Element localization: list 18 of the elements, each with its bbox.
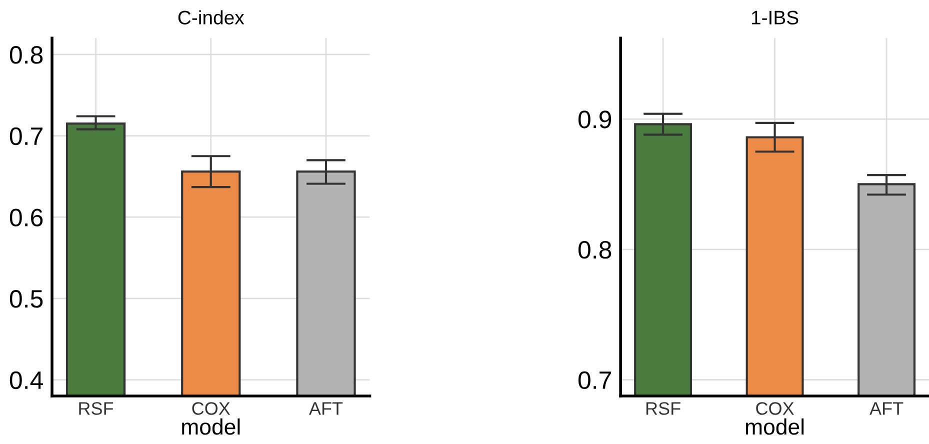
y-tick-label: 0.4 [10, 371, 43, 390]
y-tick-label: 0.7 [10, 127, 42, 146]
x-tick-label: AFT [870, 402, 904, 415]
x-tick-label: COX [756, 402, 794, 415]
x-tick-label: COX [192, 402, 230, 415]
y-tick-label: 0.7 [578, 371, 611, 390]
y-tick-label: 0.5 [10, 290, 43, 308]
chart-title: C-index [178, 10, 244, 24]
x-axis-title: model [182, 418, 240, 435]
y-tick-label: 0.6 [10, 208, 43, 226]
y-tick-label: 0.8 [10, 46, 43, 64]
x-tick-label: RSF [646, 402, 680, 415]
chart-title: 1-IBS [752, 10, 798, 24]
x-tick-label: RSF [79, 402, 114, 415]
y-tick-label: 0.9 [578, 110, 612, 128]
x-axis-title: model [746, 418, 804, 435]
y-tick-label: 0.8 [578, 240, 612, 259]
x-tick-label: AFT [308, 402, 343, 415]
